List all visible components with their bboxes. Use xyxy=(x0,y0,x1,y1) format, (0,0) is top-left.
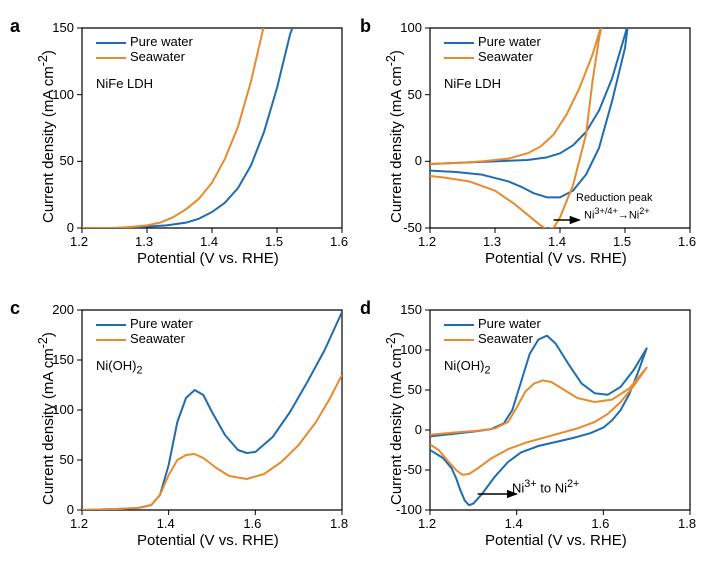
ylabel: Current density (mA cm-2) xyxy=(384,332,405,505)
series-seawater xyxy=(430,368,647,475)
ytick: 150 xyxy=(400,302,422,317)
figure-grid: a1.21.31.41.51.6050100150Potential (V vs… xyxy=(0,0,715,568)
xtick: 1.2 xyxy=(418,516,436,531)
panel-d-svg xyxy=(0,0,715,568)
ytick: -50 xyxy=(403,462,422,477)
annotation: Ni3+ to Ni2+ xyxy=(512,478,579,495)
material-label: Ni(OH)2 xyxy=(444,358,490,377)
legend: Pure waterSeawater xyxy=(444,316,541,346)
xtick: 1.4 xyxy=(505,516,523,531)
xtick: 1.8 xyxy=(678,516,696,531)
ytick: 50 xyxy=(408,382,422,397)
xlabel: Potential (V vs. RHE) xyxy=(485,532,627,549)
ytick: 0 xyxy=(415,422,422,437)
xtick: 1.6 xyxy=(591,516,609,531)
